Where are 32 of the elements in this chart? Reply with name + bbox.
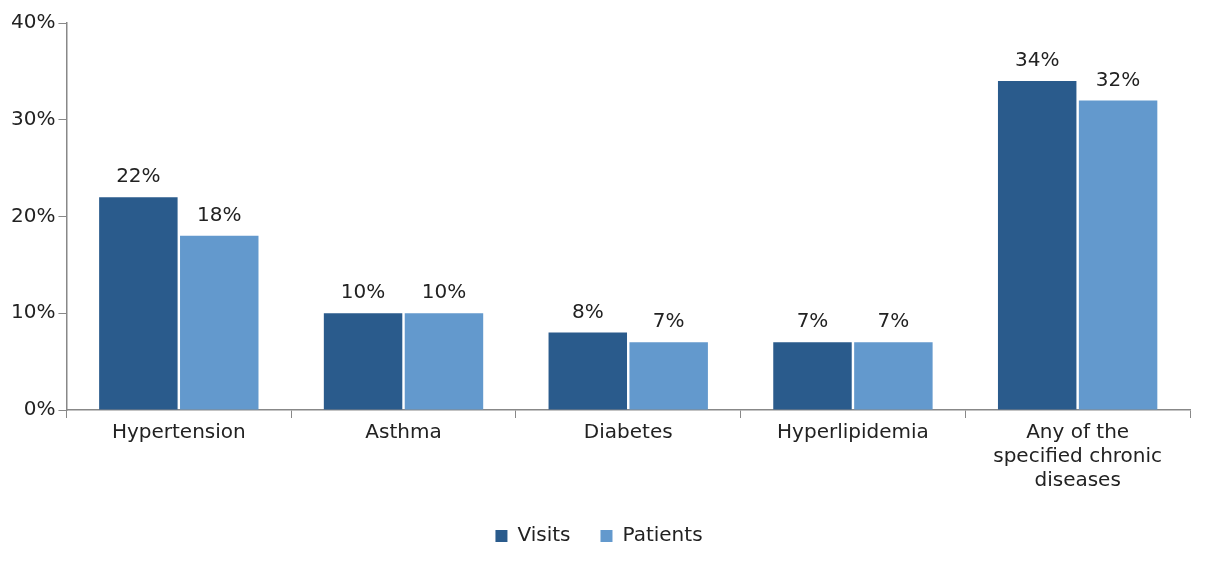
data-label: 7% [796, 308, 829, 333]
x-tick-label: Hyperlipidemia [777, 419, 929, 444]
x-tick-label: Diabetes [583, 419, 673, 444]
data-label: 22% [116, 163, 161, 188]
x-tick-label: Any of the specified chronic diseases [993, 419, 1163, 492]
data-label: 34% [1014, 47, 1060, 72]
y-tick-label: 40% [11, 9, 56, 34]
y-tick-label: 20% [11, 202, 56, 227]
data-label: 10% [340, 279, 386, 304]
data-label: 10% [421, 279, 467, 304]
data-label: 8% [571, 298, 604, 323]
data-label: 32% [1095, 66, 1141, 91]
data-label: 7% [877, 308, 910, 333]
bar [323, 313, 403, 410]
legend-label: Patients [622, 522, 703, 547]
bar [548, 332, 628, 410]
bar [854, 342, 933, 410]
data-label: 7% [652, 308, 685, 333]
x-tick-label: Hypertension [111, 419, 246, 444]
bar [404, 313, 484, 410]
bar [180, 235, 259, 410]
y-tick-label: 30% [11, 105, 56, 130]
data-label: 18% [197, 202, 242, 227]
bar [1078, 100, 1158, 410]
y-tick-label: 10% [11, 299, 56, 324]
y-tick-label: 0% [23, 396, 56, 421]
bar [629, 342, 708, 410]
x-tick-label: Asthma [365, 419, 442, 444]
bar [773, 342, 852, 410]
bar [99, 197, 178, 410]
legend-label: Visits [517, 522, 571, 547]
bar [997, 81, 1077, 410]
